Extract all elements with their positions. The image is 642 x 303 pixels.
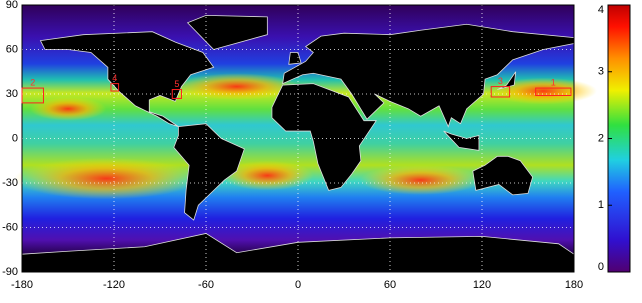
landmass [271, 83, 377, 191]
region-label: 4 [112, 73, 117, 83]
y-tick-label: -90 [2, 266, 18, 278]
colorbar-tick-label: 4 [598, 4, 604, 16]
region-box [110, 83, 120, 92]
region-box [535, 87, 572, 96]
x-tick-label: 0 [295, 279, 301, 291]
colorbar-tick-label: 3 [598, 66, 604, 78]
region-box [21, 87, 44, 104]
x-tick-label: 180 [565, 279, 583, 291]
ocean-hotspot [14, 157, 199, 200]
y-tick-label: -30 [2, 177, 18, 189]
region-box [171, 89, 182, 99]
y-tick-label: -60 [2, 221, 18, 233]
region-label: 5 [174, 79, 179, 89]
region-label: 3 [498, 76, 503, 86]
landmass [472, 155, 534, 196]
ocean-hotspot [29, 96, 107, 121]
colorbar-tick-label: 1 [598, 199, 604, 211]
landmass [443, 130, 480, 151]
landmass [186, 14, 268, 50]
colorbar-tick-label: 2 [598, 132, 604, 144]
map-frame [21, 4, 575, 273]
region-box [490, 86, 511, 98]
landmass [39, 31, 215, 128]
x-tick-label: 120 [473, 279, 491, 291]
ocean-hotspot [359, 165, 482, 195]
colorbar-tick-label: 0 [598, 261, 604, 273]
region-label: 2 [30, 77, 35, 87]
x-tick-label: 60 [384, 279, 396, 291]
x-tick-label: -60 [198, 279, 214, 291]
y-tick-label: 60 [6, 43, 18, 55]
landmass [282, 23, 575, 128]
x-tick-label: -120 [103, 279, 125, 291]
ocean-hotspot [489, 77, 597, 105]
x-tick-label: -180 [11, 279, 33, 291]
region-label: 1 [551, 77, 556, 87]
y-tick-label: 90 [6, 0, 18, 11]
y-tick-label: 0 [12, 132, 18, 144]
landmass [173, 123, 245, 221]
y-tick-label: 30 [6, 88, 18, 100]
map-area [14, 5, 597, 273]
